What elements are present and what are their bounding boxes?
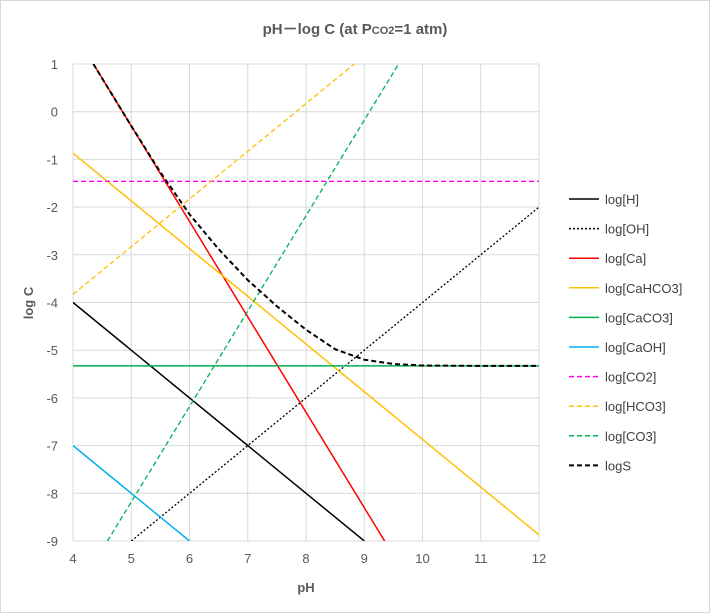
series-line-logs [92,64,539,367]
y-tick-label: -2 [46,200,58,215]
x-tick-label: 11 [474,551,488,566]
series-line-logcaoh [73,445,190,541]
legend-entry-label: log[HCO3] [605,399,666,414]
x-tick-label: 7 [244,551,251,566]
legend-entry-label: log[CaCO3] [605,310,673,325]
y-axis-label: log C [21,286,36,319]
y-tick-label: -5 [46,343,58,358]
x-tick-label: 8 [302,551,309,566]
y-tick-label: -3 [46,248,58,263]
series-line-logh [73,301,365,541]
legend-entry-label: log[OH] [605,222,649,237]
series-line-logoh [130,206,539,541]
x-tick-label: 4 [69,551,76,566]
y-tick-label: -6 [46,391,58,406]
grid [72,63,540,542]
series-lines [73,64,539,541]
series-line-logca [92,64,386,541]
legend-entry-label: log[CaHCO3] [605,281,682,296]
y-tick-label: -9 [46,534,58,549]
y-tick-label: -8 [46,486,58,501]
y-tick-label: -4 [46,296,58,311]
legend-entry-label: log[Ca] [605,251,646,266]
x-axis-ticks: 4 5 6 7 8 9 10 11 12 [69,551,546,566]
legend-entry-label: log[CaOH] [605,340,666,355]
legend-entry-label: log[CO2] [605,370,656,385]
x-tick-label: 12 [532,551,546,566]
x-tick-label: 6 [186,551,193,566]
x-tick-label: 9 [361,551,368,566]
series-line-logco3 [106,64,400,541]
series-line-loghco3 [73,64,355,295]
series-line-logcahco3 [73,152,539,536]
y-tick-label: -7 [46,439,58,454]
legend-entry-label: log[CO3] [605,429,656,444]
chart-title: pH－log C (at PCO2=1 atm) [263,21,448,38]
legend-entry-label: log[H] [605,192,639,207]
y-axis-ticks: 1 0 -1 -2 -3 -4 -5 -6 -7 -8 -9 [46,57,58,549]
x-axis-label: pH [297,580,314,595]
x-tick-label: 5 [128,551,135,566]
legend-entry-label: logS [605,458,631,473]
y-tick-label: 0 [51,105,58,120]
y-tick-label: 1 [51,57,58,72]
y-tick-label: -1 [46,152,58,167]
x-tick-label: 10 [415,551,429,566]
legend: log[H] log[OH] log[Ca] log[CaHCO3] log[CaCO3… [569,192,682,473]
